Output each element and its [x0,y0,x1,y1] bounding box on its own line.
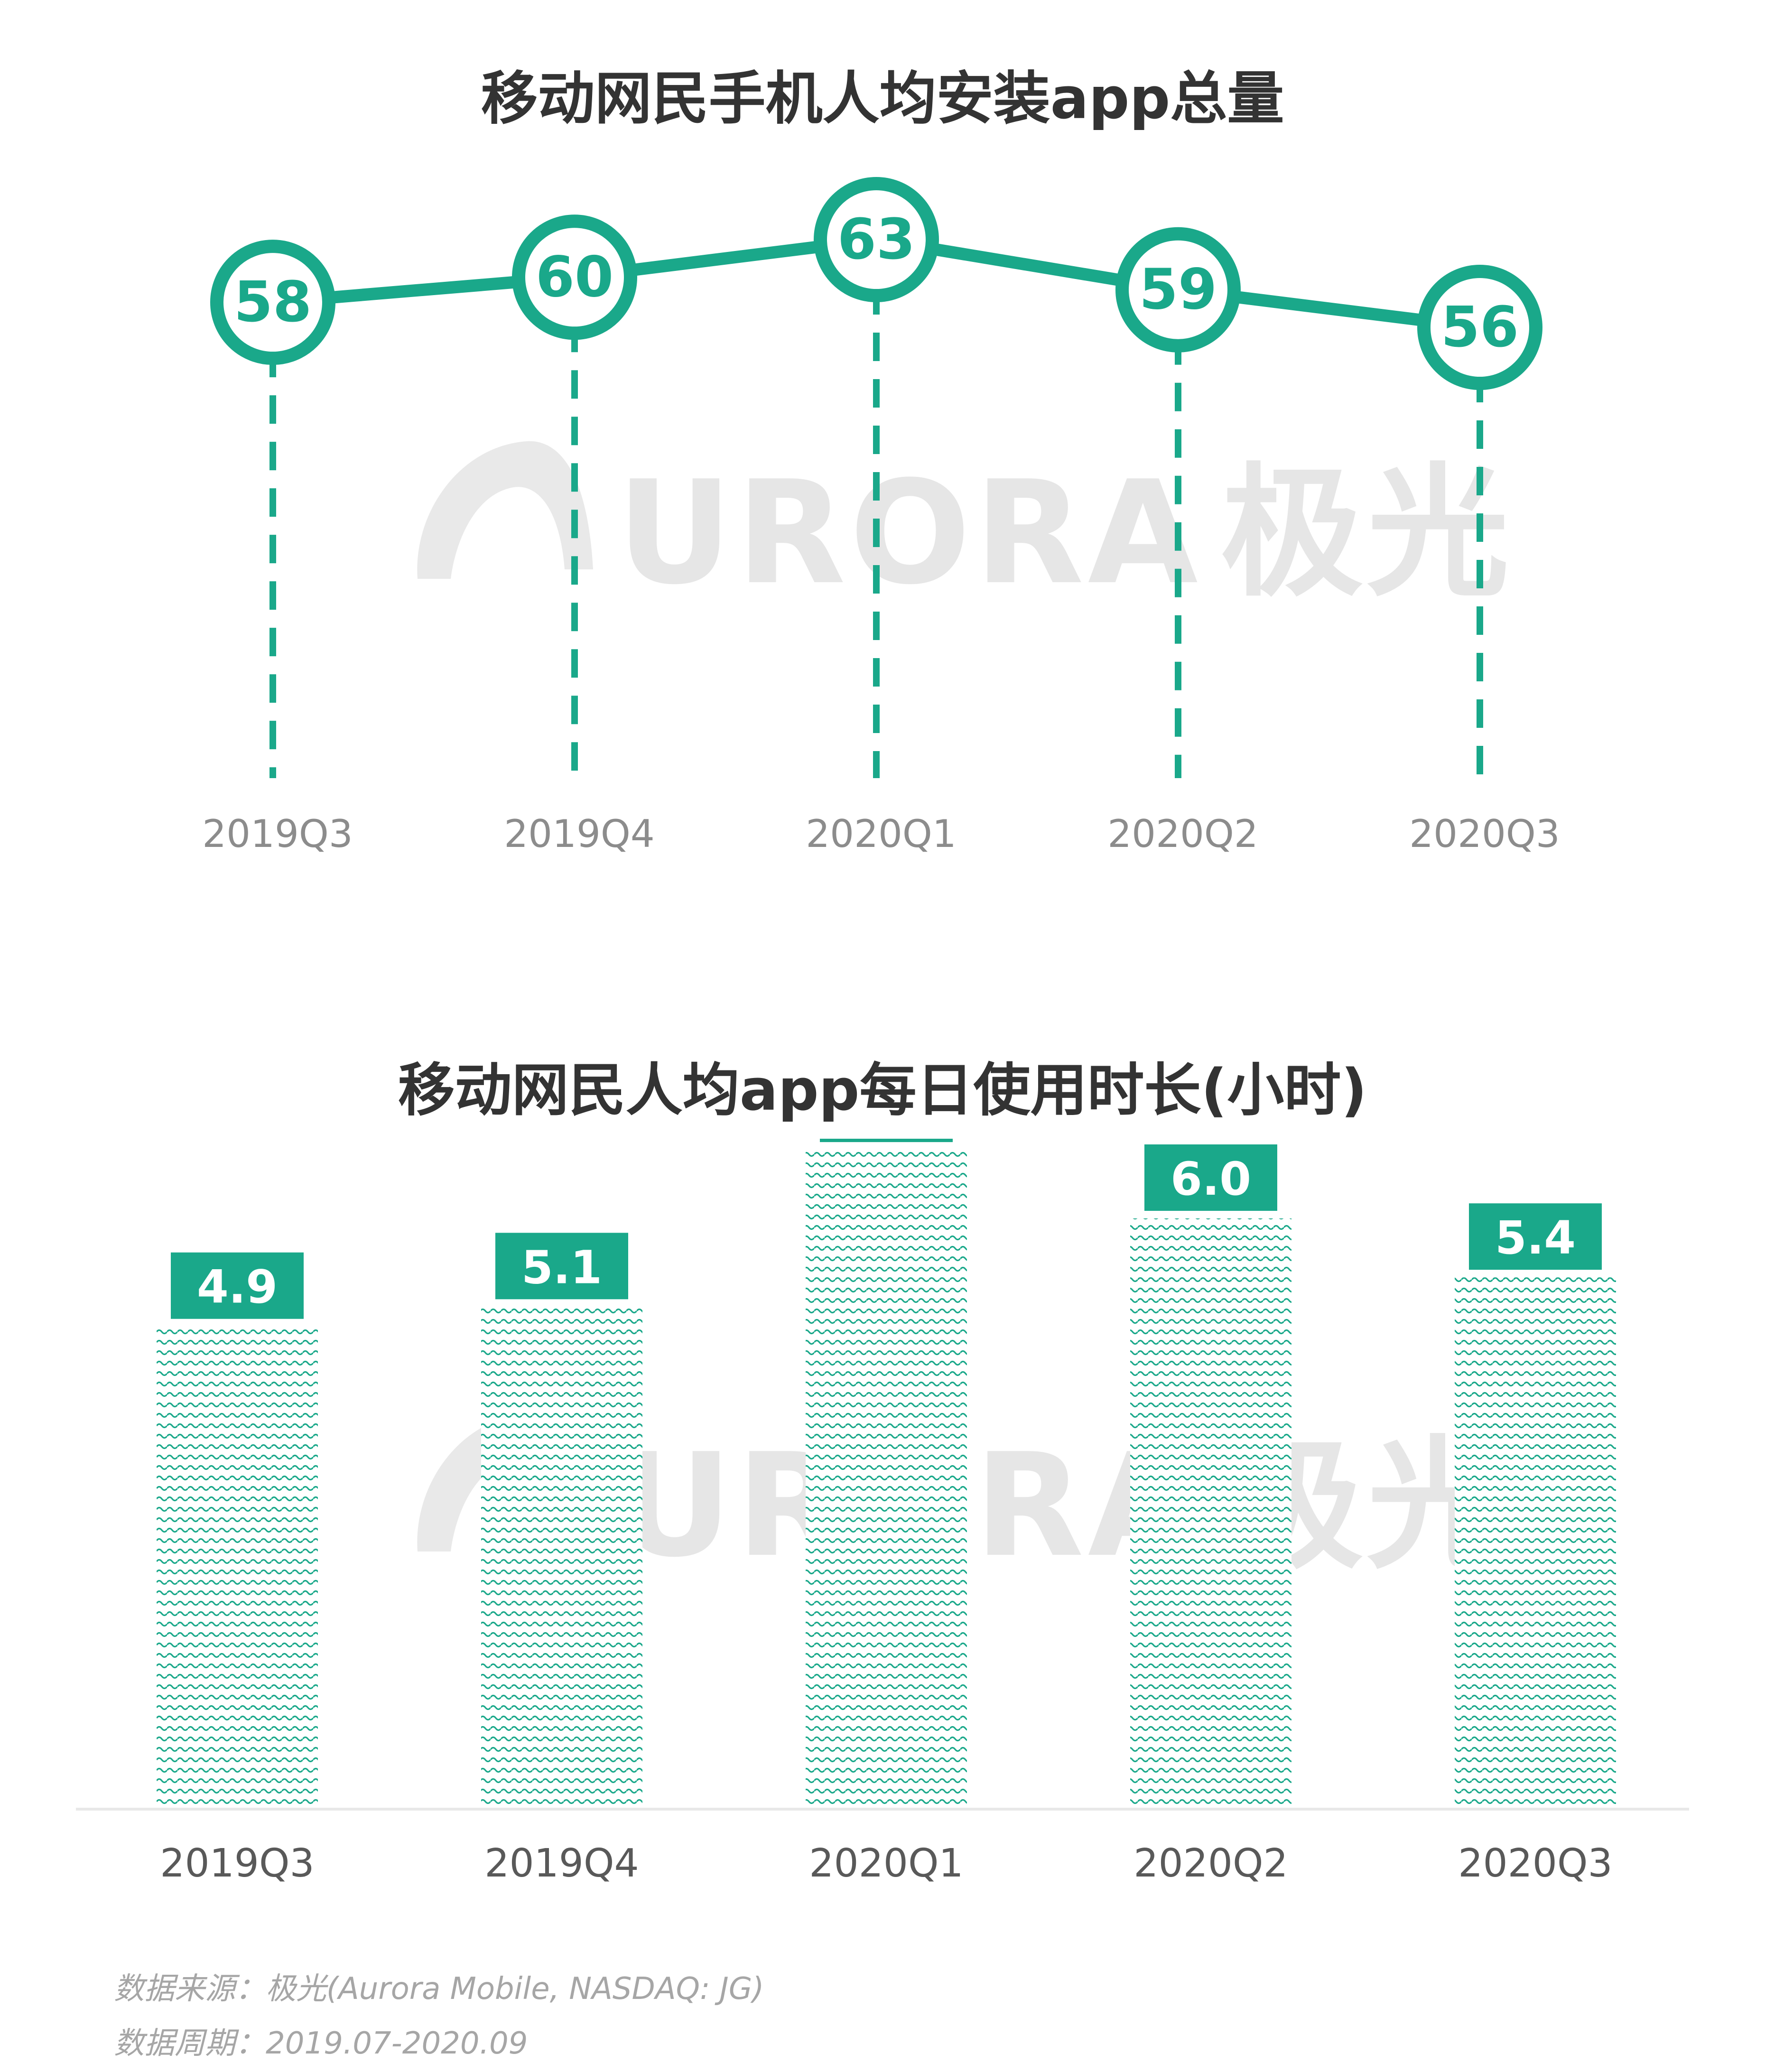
value-label-box-2019Q4 [495,1233,628,1300]
bar-chart: 4.92019Q35.12019Q46.72020Q16.02020Q25.42… [76,1139,1689,1886]
footer-period: 数据周期：2019.07-2020.09 [114,2026,528,2061]
bar-2020Q2 [1130,1218,1291,1808]
point-label-2019Q3: 58 [234,269,312,334]
x-tick-label-2020Q1: 2020Q1 [806,812,956,856]
bar-2019Q3 [157,1326,318,1808]
point-marker-2020Q3 [1417,265,1542,390]
line-chart-title: 移动网民手机人均安装app总量 [481,66,1284,132]
point-marker-2019Q3 [210,240,335,365]
aurora-logo-watermark-top [417,441,593,579]
x-tick-label-2020Q1: 2020Q1 [809,1841,963,1886]
point-label-2020Q3: 56 [1441,294,1519,360]
x-tick-label-2020Q3: 2020Q3 [1458,1841,1612,1886]
x-tick-label-2020Q2: 2020Q2 [1107,812,1258,856]
x-tick-label-2019Q4: 2019Q4 [484,1841,639,1886]
point-marker-2020Q2 [1115,227,1241,353]
value-label-2020Q3: 5.4 [1495,1211,1576,1264]
point-label-2020Q1: 63 [837,206,915,272]
point-marker-2019Q4 [512,214,637,340]
value-label-2019Q4: 5.1 [521,1241,602,1294]
value-label-box-2020Q3 [1469,1203,1602,1270]
bar-2020Q1 [806,1150,967,1808]
x-tick-label-2020Q2: 2020Q2 [1133,1841,1288,1886]
point-marker-2020Q1 [814,177,939,302]
x-tick-label-2019Q3: 2019Q3 [202,812,353,856]
value-label-box-2020Q2 [1144,1144,1277,1211]
value-label-2020Q2: 6.0 [1170,1152,1251,1206]
x-tick-label-2019Q3: 2019Q3 [160,1841,314,1886]
line-chart: 58 2019Q3 60 2019Q4 63 2020Q1 59 2020Q2 56 2020Q3 [202,177,1560,856]
x-tick-label-2019Q4: 2019Q4 [504,812,654,856]
point-label-2020Q2: 59 [1139,257,1217,322]
x-tick-label-2020Q3: 2020Q3 [1409,812,1560,856]
value-label-2019Q3: 4.9 [197,1261,278,1314]
point-label-2019Q4: 60 [536,244,613,309]
footer-source: 数据来源：极光(Aurora Mobile, NASDAQ: JG) [114,1971,764,2007]
bar-chart-title: 移动网民人均app每日使用时长(小时) [398,1058,1367,1124]
value-label-box-2019Q3 [171,1252,304,1319]
bar-2019Q4 [481,1307,642,1808]
bar-2020Q3 [1455,1277,1616,1808]
value-label-box-2020Q1 [820,1139,953,1143]
watermark-text-top: URORA 极光 [617,450,1513,616]
